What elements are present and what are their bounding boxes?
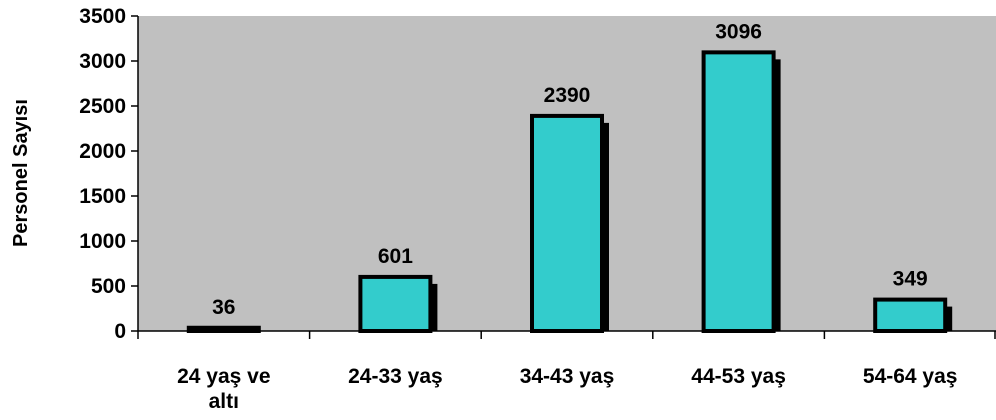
data-label: 349 — [893, 268, 928, 291]
y-tick-label: 3500 — [79, 5, 126, 28]
y-tick-label: 2500 — [79, 95, 126, 118]
category-label: 54-64 yaş — [863, 365, 958, 388]
axes-layer — [131, 15, 996, 339]
y-tick-label: 1500 — [79, 185, 126, 208]
bar — [873, 297, 948, 333]
y-tick-label: 3000 — [79, 50, 126, 73]
data-label: 2390 — [544, 84, 591, 107]
bar — [701, 50, 776, 334]
category-label: 34-43 yaş — [520, 365, 615, 388]
category-label: 24 yaş ve — [177, 365, 270, 388]
bar — [358, 274, 433, 334]
category-label: altı — [209, 390, 239, 413]
data-label: 601 — [378, 245, 413, 268]
y-axis-title: Personel Sayısı — [10, 99, 32, 247]
category-label: 24-33 yaş — [348, 365, 443, 388]
y-tick-label: 0 — [114, 320, 126, 343]
y-tick-label: 1000 — [79, 230, 126, 253]
data-label: 3096 — [715, 20, 762, 43]
y-tick-label: 2000 — [79, 140, 126, 163]
data-label: 36 — [212, 296, 235, 319]
y-tick-label: 500 — [91, 275, 126, 298]
bars-layer — [186, 50, 953, 335]
bar — [530, 113, 604, 334]
category-label: 44-53 yaş — [691, 365, 786, 388]
